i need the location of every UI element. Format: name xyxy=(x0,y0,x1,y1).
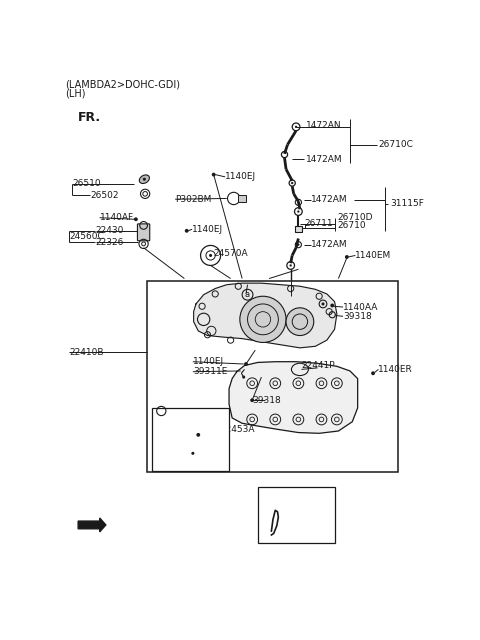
Text: 1140EJ: 1140EJ xyxy=(192,225,223,234)
Circle shape xyxy=(192,452,194,455)
Ellipse shape xyxy=(139,175,149,184)
Circle shape xyxy=(291,182,293,184)
Circle shape xyxy=(289,264,292,267)
Text: 22441P: 22441P xyxy=(301,361,335,370)
Text: 39318: 39318 xyxy=(343,312,372,321)
Text: 26710D: 26710D xyxy=(337,213,372,222)
Text: 26502: 26502 xyxy=(90,191,119,200)
Circle shape xyxy=(134,218,138,221)
Text: 22326: 22326 xyxy=(96,238,124,247)
Circle shape xyxy=(295,125,297,128)
Circle shape xyxy=(297,211,300,212)
Text: 22453A: 22453A xyxy=(221,425,255,434)
Circle shape xyxy=(143,178,146,180)
Bar xyxy=(238,195,246,202)
Circle shape xyxy=(286,308,314,335)
Text: 26510: 26510 xyxy=(72,179,101,188)
Text: 1140ER: 1140ER xyxy=(378,365,413,374)
Circle shape xyxy=(345,255,349,259)
Circle shape xyxy=(330,303,334,307)
Text: 26710C: 26710C xyxy=(378,140,413,149)
Text: 31115F: 31115F xyxy=(390,199,424,209)
Text: a: a xyxy=(245,290,250,300)
Text: 91191F: 91191F xyxy=(262,489,295,498)
Bar xyxy=(258,487,335,543)
Text: (LH): (LH) xyxy=(65,89,85,99)
Text: FR.: FR. xyxy=(78,111,101,124)
Text: 24570A: 24570A xyxy=(214,250,248,259)
Text: 22410B: 22410B xyxy=(69,348,103,357)
Text: 1472AM: 1472AM xyxy=(306,155,343,164)
Text: 24560C: 24560C xyxy=(69,232,104,241)
Circle shape xyxy=(240,296,286,342)
Text: 39311E: 39311E xyxy=(193,367,227,376)
Text: 1472AM: 1472AM xyxy=(312,195,348,205)
Text: 1140EJ: 1140EJ xyxy=(193,357,224,366)
Text: (LAMBDA2>DOHC-GDI): (LAMBDA2>DOHC-GDI) xyxy=(65,79,180,90)
Bar xyxy=(152,408,229,471)
Text: 39318: 39318 xyxy=(252,396,281,404)
Circle shape xyxy=(212,173,216,177)
Circle shape xyxy=(242,376,245,379)
Circle shape xyxy=(322,303,324,305)
Text: 91991: 91991 xyxy=(155,442,184,451)
Circle shape xyxy=(196,433,200,436)
Circle shape xyxy=(250,398,254,402)
Bar xyxy=(147,281,398,472)
Circle shape xyxy=(297,201,300,204)
Polygon shape xyxy=(193,283,337,348)
Text: 22430: 22430 xyxy=(96,227,124,236)
Text: a: a xyxy=(159,406,164,415)
Circle shape xyxy=(209,254,212,257)
Text: 26710: 26710 xyxy=(337,221,365,230)
Polygon shape xyxy=(229,362,358,433)
Text: 26711: 26711 xyxy=(304,220,333,228)
Text: 1140AF: 1140AF xyxy=(100,213,134,222)
Circle shape xyxy=(297,243,300,246)
Text: 1140EJ: 1140EJ xyxy=(155,432,186,441)
Text: 1140EJ: 1140EJ xyxy=(225,172,256,181)
Bar xyxy=(295,226,302,232)
Polygon shape xyxy=(78,518,106,532)
Text: 1472AM: 1472AM xyxy=(312,240,348,249)
Circle shape xyxy=(185,229,189,233)
Circle shape xyxy=(244,362,248,366)
Text: 1140AA: 1140AA xyxy=(343,303,378,312)
Text: 1472AN: 1472AN xyxy=(306,121,342,130)
Circle shape xyxy=(371,371,375,375)
Text: P302BM: P302BM xyxy=(175,195,212,204)
FancyBboxPatch shape xyxy=(137,224,150,241)
Text: 1140EM: 1140EM xyxy=(355,251,392,260)
